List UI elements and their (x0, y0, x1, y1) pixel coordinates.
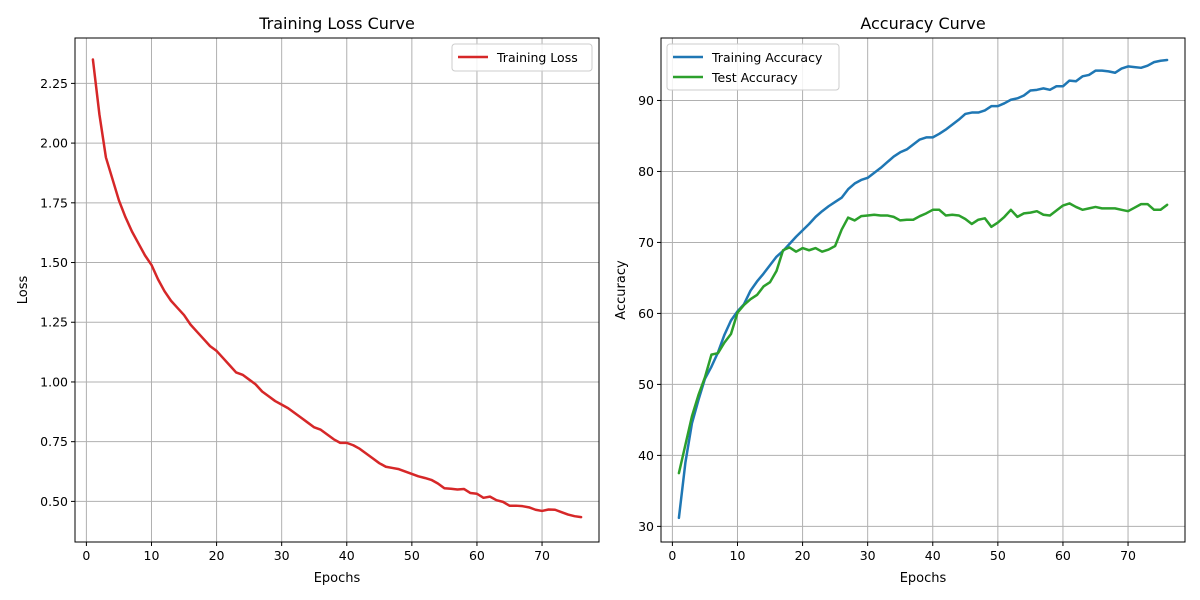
training-accuracy-legend-label: Training Accuracy (711, 50, 823, 65)
accuracy-y-tick-label: 70 (638, 235, 654, 250)
training-accuracy-line (677, 58, 1169, 520)
loss-x-tick-label: 10 (144, 548, 160, 563)
loss-x-tick-label: 60 (469, 548, 485, 563)
accuracy-plot: Accuracy Curve 0 10 20 30 40 50 60 70 30 40 50 60 7… (614, 14, 1186, 586)
accuracy-series (677, 58, 1169, 520)
loss-chart-title: Training Loss Curve (258, 14, 415, 33)
loss-y-tick-label: 1.00 (40, 374, 68, 389)
accuracy-y-ticks: 30 40 50 60 70 80 90 (638, 93, 661, 534)
loss-y-tick-label: 1.25 (40, 315, 68, 330)
loss-x-tick-label: 30 (274, 548, 290, 563)
accuracy-legend-box (666, 43, 840, 91)
loss-y-tick-label: 1.50 (40, 255, 68, 270)
loss-y-ticks: 0.50 0.75 1.00 1.25 1.50 1.75 2.00 2.25 (40, 76, 75, 509)
accuracy-plot-frame (660, 37, 1186, 543)
accuracy-x-tick-label: 70 (1120, 548, 1136, 563)
loss-y-tick-label: 0.75 (40, 434, 68, 449)
loss-grid (75, 38, 599, 542)
loss-x-axis-label: Epochs (314, 571, 361, 586)
test-accuracy-line (677, 202, 1169, 475)
loss-y-tick-label: 2.25 (40, 76, 68, 91)
accuracy-x-tick-label: 0 (668, 548, 676, 563)
accuracy-x-tick-label: 50 (990, 548, 1006, 563)
test-accuracy-legend-label: Test Accuracy (711, 70, 798, 85)
accuracy-grid (661, 38, 1185, 542)
loss-x-tick-label: 40 (339, 548, 355, 563)
loss-y-axis-label: Loss (16, 276, 31, 305)
accuracy-x-ticks: 0 10 20 30 40 50 60 70 (668, 542, 1136, 563)
accuracy-y-tick-label: 40 (638, 448, 654, 463)
accuracy-y-tick-label: 80 (638, 164, 654, 179)
accuracy-y-tick-label: 50 (638, 377, 654, 392)
accuracy-x-axis-label: Epochs (900, 571, 947, 586)
loss-plot-frame (74, 37, 600, 543)
loss-legend-box (451, 43, 593, 72)
accuracy-y-tick-label: 90 (638, 93, 654, 108)
loss-series (91, 58, 583, 519)
training-loss-line (91, 58, 583, 519)
loss-x-tick-label: 20 (209, 548, 225, 563)
loss-x-tick-label: 50 (404, 548, 420, 563)
loss-x-ticks: 0 10 20 30 40 50 60 70 (82, 542, 550, 563)
loss-y-tick-label: 0.50 (40, 494, 68, 509)
accuracy-x-tick-label: 30 (860, 548, 876, 563)
accuracy-x-tick-label: 10 (730, 548, 746, 563)
accuracy-y-tick-label: 30 (638, 519, 654, 534)
accuracy-y-axis-label: Accuracy (614, 260, 629, 320)
accuracy-x-tick-label: 20 (795, 548, 811, 563)
accuracy-legend: Training Accuracy Test Accuracy (666, 43, 840, 91)
accuracy-chart-title: Accuracy Curve (860, 14, 985, 33)
loss-x-tick-label: 0 (82, 548, 90, 563)
loss-x-tick-label: 70 (534, 548, 550, 563)
loss-legend: Training Loss (451, 43, 593, 72)
loss-y-tick-label: 2.00 (40, 136, 68, 151)
accuracy-x-tick-label: 60 (1055, 548, 1071, 563)
accuracy-x-tick-label: 40 (925, 548, 941, 563)
accuracy-y-tick-label: 60 (638, 306, 654, 321)
loss-plot: Training Loss Curve 0 10 20 30 40 50 60 70 0.50… (16, 14, 600, 586)
loss-y-tick-label: 1.75 (40, 195, 68, 210)
loss-legend-label: Training Loss (496, 50, 578, 65)
